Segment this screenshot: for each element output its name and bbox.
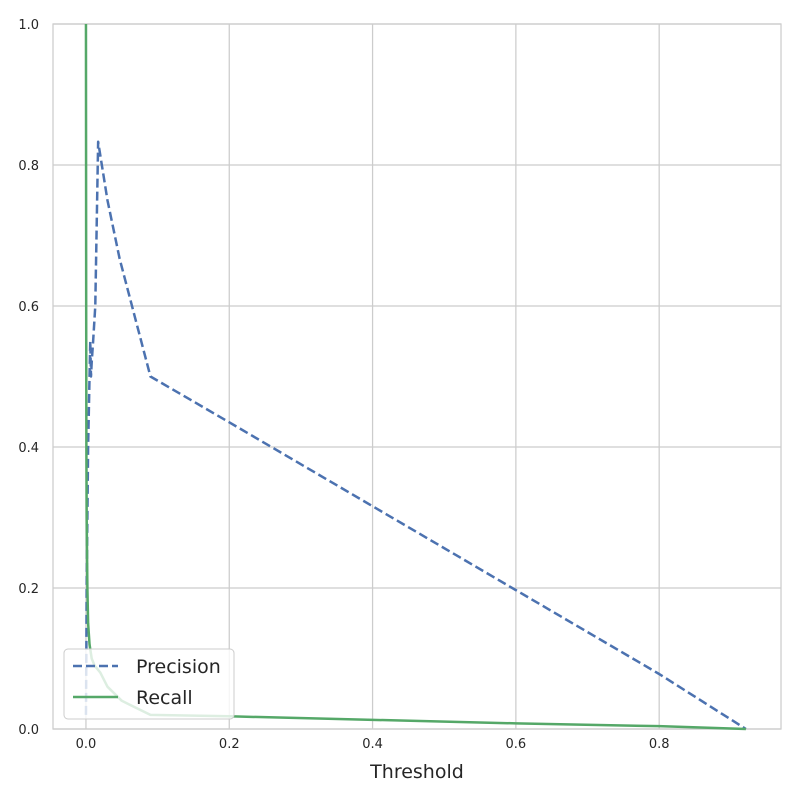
x-tick-label: 0.4 [362, 737, 383, 752]
x-tick-label: 0.0 [76, 737, 97, 752]
y-tick-label: 0.0 [18, 723, 39, 738]
legend-precision-label: Precision [136, 656, 221, 678]
x-axis-title: Threshold [369, 761, 464, 783]
x-tick-label: 0.2 [219, 737, 240, 752]
series-line-precision [84, 140, 747, 731]
y-tick-label: 0.6 [18, 300, 39, 315]
x-tick-label: 0.6 [506, 737, 527, 752]
y-tick-label: 0.2 [18, 582, 39, 597]
legend-recall-label: Recall [136, 687, 193, 709]
y-tick-label: 0.4 [18, 441, 39, 456]
x-tick-label: 0.8 [649, 737, 670, 752]
tick-labels: 0.0 0.2 0.4 0.6 0.8 0.0 0.2 0.4 0.6 0.8 1.0 [18, 18, 669, 752]
plot-area [53, 24, 781, 729]
legend: Precision Recall [63, 648, 235, 720]
plot-frame [52, 23, 782, 730]
y-tick-label: 1.0 [18, 18, 39, 33]
y-tick-label: 0.8 [18, 159, 39, 174]
